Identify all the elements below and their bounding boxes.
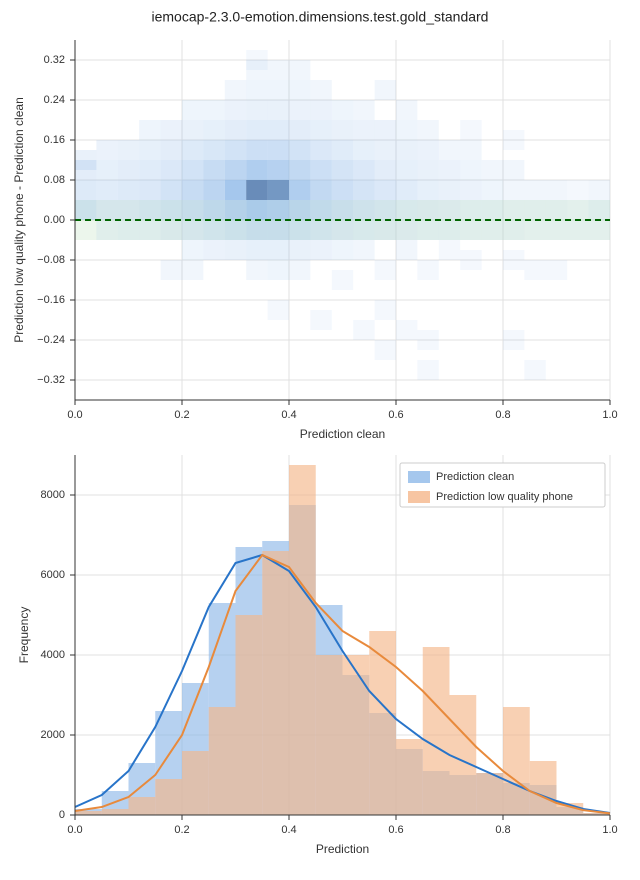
svg-text:0.00: 0.00 xyxy=(44,214,65,226)
svg-text:0.24: 0.24 xyxy=(44,94,65,106)
svg-text:6000: 6000 xyxy=(41,569,65,581)
svg-text:0.16: 0.16 xyxy=(44,134,65,146)
svg-text:0.08: 0.08 xyxy=(44,174,65,186)
svg-text:0.4: 0.4 xyxy=(281,409,296,421)
svg-text:iemocap-2.3.0-emotion.dimensio: iemocap-2.3.0-emotion.dimensions.test.go… xyxy=(152,9,489,25)
svg-text:0: 0 xyxy=(59,809,65,821)
scatter-panel: 0.0 0.2 0.4 0.6 0.8 1.0 −0.32 −0.24 −0.16 −0.08 0.… xyxy=(12,40,617,441)
svg-text:0.0: 0.0 xyxy=(67,824,82,836)
svg-text:Prediction low quality phone -: Prediction low quality phone - Predictio… xyxy=(12,97,26,342)
svg-text:−0.32: −0.32 xyxy=(37,374,65,386)
svg-text:0.6: 0.6 xyxy=(388,409,403,421)
svg-text:0.6: 0.6 xyxy=(388,824,403,836)
svg-text:Prediction clean: Prediction clean xyxy=(436,471,514,483)
svg-text:0.8: 0.8 xyxy=(495,409,510,421)
svg-text:0.8: 0.8 xyxy=(495,824,510,836)
svg-text:0.4: 0.4 xyxy=(281,824,296,836)
svg-text:4000: 4000 xyxy=(41,649,65,661)
svg-text:−0.24: −0.24 xyxy=(37,334,65,346)
svg-text:Prediction: Prediction xyxy=(316,842,369,856)
svg-text:2000: 2000 xyxy=(41,729,65,741)
svg-text:1.0: 1.0 xyxy=(602,824,617,836)
svg-text:0.32: 0.32 xyxy=(44,54,65,66)
svg-text:Frequency: Frequency xyxy=(17,607,31,664)
svg-text:−0.16: −0.16 xyxy=(37,294,65,306)
histogram-panel: 0.0 0.2 0.4 0.6 0.8 1.0 0 2000 4000 6000 8000 Predi… xyxy=(17,455,617,856)
legend: Prediction clean Prediction low quality p… xyxy=(400,463,605,507)
svg-text:1.0: 1.0 xyxy=(602,409,617,421)
figure-svg: iemocap-2.3.0-emotion.dimensions.test.go… xyxy=(0,0,640,880)
svg-text:0.0: 0.0 xyxy=(67,409,82,421)
figure-container: iemocap-2.3.0-emotion.dimensions.test.go… xyxy=(0,0,640,880)
svg-text:Prediction clean: Prediction clean xyxy=(300,427,385,441)
svg-text:0.2: 0.2 xyxy=(174,409,189,421)
svg-text:0.2: 0.2 xyxy=(174,824,189,836)
svg-text:Prediction low quality phone: Prediction low quality phone xyxy=(436,491,573,503)
svg-text:−0.08: −0.08 xyxy=(37,254,65,266)
svg-text:8000: 8000 xyxy=(41,489,65,501)
